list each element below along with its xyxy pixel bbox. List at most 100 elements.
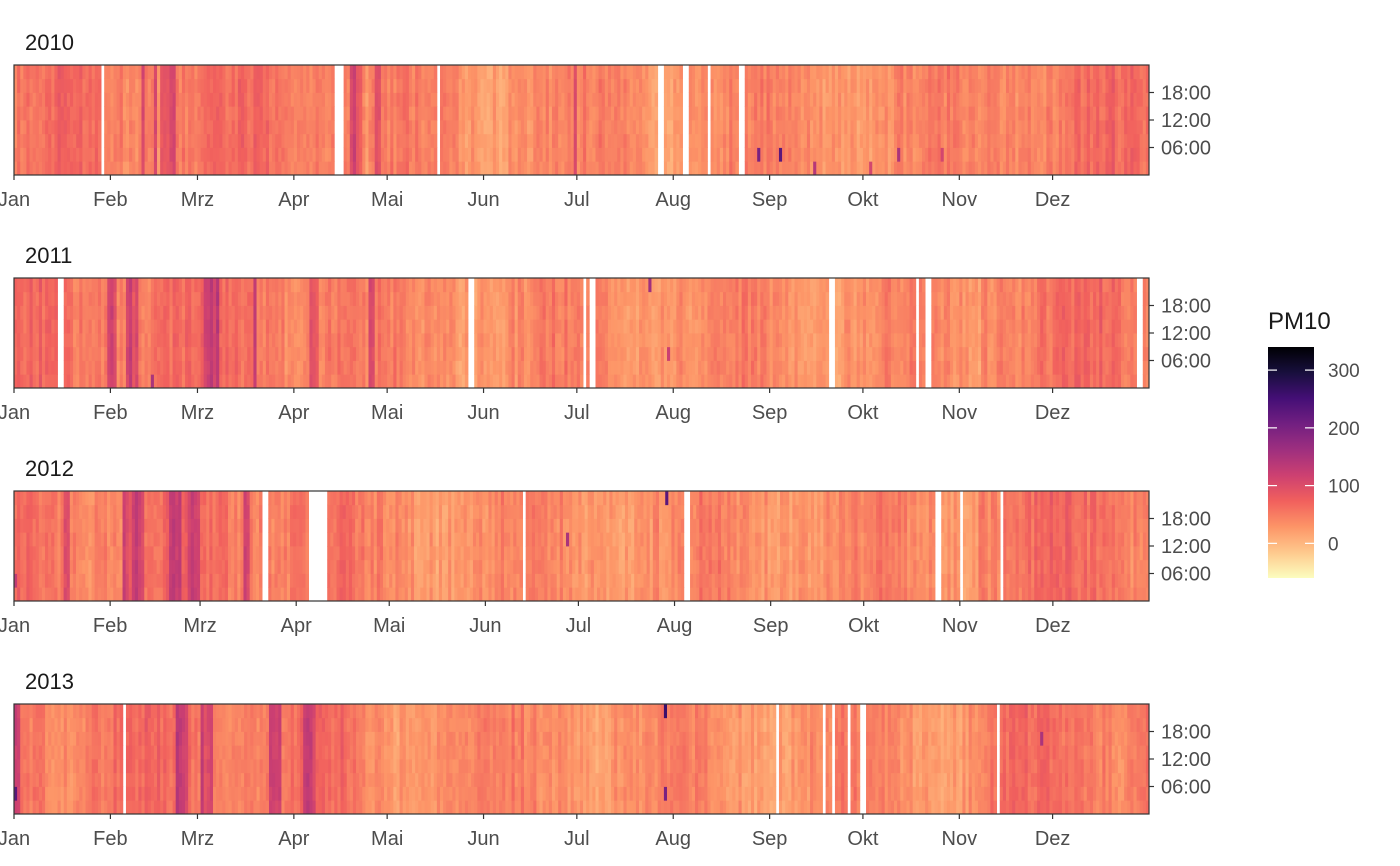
heatmap-cell (527, 147, 531, 162)
heatmap-cell (1058, 161, 1063, 176)
heatmap-cell (570, 78, 575, 93)
heatmap-cell (629, 305, 634, 320)
heatmap-cell (862, 133, 867, 148)
heatmap-cell (340, 305, 345, 320)
heatmap-cell (408, 106, 413, 121)
heatmap-cell (635, 120, 640, 135)
heatmap-cell (726, 120, 730, 135)
heatmap-cell (1055, 120, 1060, 135)
heatmap-cell (1024, 161, 1029, 176)
heatmap-cell (623, 346, 627, 361)
heatmap-cell (1136, 78, 1141, 93)
heatmap-cell (160, 278, 164, 293)
heatmap-cell (614, 78, 618, 93)
heatmap-cell (508, 92, 512, 107)
heatmap-cell (147, 78, 152, 93)
heatmap-cell (769, 92, 774, 107)
heatmap-cell (806, 346, 811, 361)
heatmap-cell (14, 319, 18, 334)
heatmap-cell (551, 65, 556, 80)
heatmap-cell (23, 78, 27, 93)
heatmap-cell (200, 65, 205, 80)
heatmap-cell (726, 319, 730, 334)
heatmap-cell (163, 133, 167, 148)
heatmap-cell (875, 65, 879, 80)
heatmap-cell (144, 161, 149, 176)
heatmap-cell (241, 147, 245, 162)
heatmap-cell (803, 92, 808, 107)
heatmap-cell (82, 147, 86, 162)
heatmap-cell (349, 305, 354, 320)
heatmap-cell (551, 319, 556, 334)
heatmap-cell (272, 374, 276, 389)
heatmap-cell (611, 120, 615, 135)
heatmap-cell (890, 133, 895, 148)
heatmap-cell (26, 360, 30, 375)
heatmap-cell (747, 319, 752, 334)
heatmap-cell (760, 161, 764, 176)
heatmap-cell (617, 319, 621, 334)
heatmap-cell (247, 120, 251, 135)
heatmap-cell (1133, 78, 1137, 93)
heatmap-cell (402, 360, 407, 375)
heatmap-cell (265, 346, 270, 361)
heatmap-cell (69, 78, 74, 93)
heatmap-cell (402, 147, 407, 162)
heatmap-cell (486, 106, 491, 121)
heatmap-cell (17, 133, 21, 148)
heatmap-cell (377, 319, 382, 334)
heatmap-cell (287, 291, 292, 306)
heatmap-cell (657, 319, 662, 334)
heatmap-cell (523, 92, 528, 107)
heatmap-cell (844, 133, 848, 148)
heatmap-cell (1027, 92, 1032, 107)
heatmap-cell (365, 147, 369, 162)
heatmap-cell (499, 333, 503, 348)
heatmap-cell (265, 305, 270, 320)
heatmap-cell (931, 161, 935, 176)
heatmap-cell (331, 161, 335, 176)
heatmap-cell (623, 333, 627, 348)
heatmap-cell (477, 360, 481, 375)
heatmap-cell (803, 319, 808, 334)
heatmap-cell (778, 278, 783, 293)
heatmap-cell (231, 333, 236, 348)
heatmap-cell (816, 305, 820, 320)
heatmap-cell (405, 319, 410, 334)
heatmap-cell (125, 346, 130, 361)
heatmap-cell (97, 65, 102, 80)
heatmap-cell (191, 346, 195, 361)
heatmap-cell (1077, 65, 1081, 80)
heatmap-cell (869, 161, 873, 176)
heatmap-cell (539, 360, 544, 375)
heatmap-cell (209, 133, 214, 148)
heatmap-cell (747, 161, 752, 176)
heatmap-cell (396, 319, 400, 334)
heatmap-cell (293, 65, 298, 80)
heatmap-cell (225, 120, 229, 135)
heatmap-cell (32, 92, 37, 107)
heatmap-cell (601, 333, 606, 348)
heatmap-cell (421, 291, 425, 306)
heatmap-cell (878, 78, 882, 93)
heatmap-cell (293, 305, 298, 320)
heatmap-cell (147, 133, 152, 148)
heatmap-cell (284, 346, 289, 361)
heatmap-cell (1111, 120, 1116, 135)
heatmap-cell (604, 319, 609, 334)
heatmap-cell (495, 65, 500, 80)
heatmap-cell (648, 78, 652, 93)
heatmap-cell (1049, 106, 1053, 121)
heatmap-cell (862, 106, 867, 121)
heatmap-cell (20, 278, 24, 293)
heatmap-cell (844, 278, 848, 293)
heatmap-cell (272, 133, 276, 148)
heatmap-cell (527, 346, 531, 361)
heatmap-cell (523, 319, 528, 334)
heatmap-cell (928, 65, 932, 80)
heatmap-cell (153, 278, 158, 293)
heatmap-cell (940, 147, 945, 162)
heatmap-cell (163, 346, 167, 361)
heatmap-cell (539, 291, 544, 306)
heatmap-cell (287, 374, 292, 389)
